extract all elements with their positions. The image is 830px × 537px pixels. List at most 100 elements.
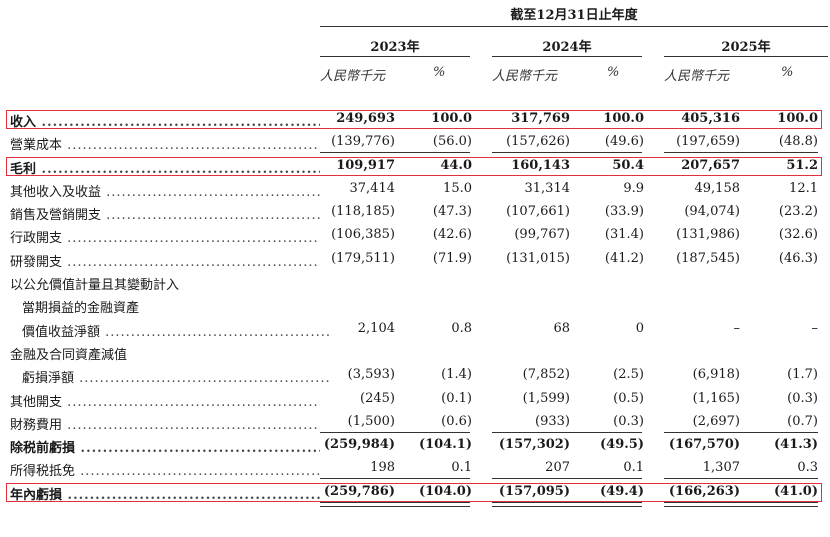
- total-underline: [592, 152, 642, 154]
- table-row: 收入 .....................................…: [0, 108, 830, 131]
- row-value: (32.6): [778, 227, 818, 243]
- row-value: (33.9): [604, 204, 644, 220]
- row-value: (0.3): [787, 390, 818, 406]
- row-label: 除税前虧損 ..................................…: [10, 441, 320, 457]
- row-value: (49.4): [600, 483, 644, 499]
- row-label: 其他收入及收益 ................................…: [10, 184, 320, 200]
- total-underline: [492, 478, 642, 480]
- row-label: 研發開支 ...................................…: [10, 254, 320, 270]
- row-value: (48.8): [778, 134, 818, 150]
- row-value: (1,599): [522, 390, 570, 406]
- row-value: 68: [553, 320, 570, 336]
- row-value: 317,769: [511, 111, 570, 126]
- table-row: 價值收益淨額 .................................…: [0, 318, 830, 341]
- row-value: 37,414: [349, 180, 396, 196]
- row-value: (118,185): [331, 204, 395, 220]
- total-underline: [320, 478, 470, 480]
- row-value: (41.0): [774, 483, 818, 499]
- period-rule: [320, 26, 828, 27]
- table-row: 行政開支 ...................................…: [0, 224, 830, 247]
- row-value: 9.9: [623, 180, 644, 196]
- period-header: 截至12月31日止年度: [510, 8, 638, 23]
- row-value: (0.7): [787, 413, 818, 429]
- row-label: 以公允價值計量且其變動計入: [10, 278, 180, 294]
- row-value: (99,767): [514, 227, 570, 243]
- row-value: 0.1: [623, 460, 644, 476]
- table-row: 金融及合同資產減值: [0, 341, 830, 364]
- row-value: (2,697): [692, 413, 740, 429]
- unit-rmb-2025: 人民幣千元: [664, 69, 730, 84]
- row-label: 其他開支 ...................................…: [10, 394, 320, 410]
- row-value: (157,095): [498, 483, 570, 499]
- row-value: (2.5): [613, 367, 644, 383]
- row-value: (41.2): [604, 250, 644, 266]
- row-value: (179,511): [331, 250, 395, 266]
- year-rule-2024: [492, 56, 642, 57]
- table-row: 虧損淨額 ...................................…: [0, 364, 830, 387]
- row-value: 49,158: [694, 180, 741, 196]
- row-value: (166,263): [668, 483, 740, 499]
- total-underline: [420, 501, 470, 507]
- row-label: 行政開支 ...................................…: [10, 231, 320, 247]
- row-value: (131,986): [676, 227, 740, 243]
- year-2023: 2023年: [370, 40, 420, 55]
- table-row: 所得税抵免 ..................................…: [0, 457, 830, 480]
- unit-rmb-2023: 人民幣千元: [320, 69, 386, 84]
- row-label: 當期損益的金融資產: [22, 301, 140, 317]
- row-label: 營業成本 ...................................…: [10, 138, 320, 154]
- total-underline: [492, 152, 642, 154]
- row-value: 160,143: [511, 157, 570, 173]
- row-value: (933): [535, 413, 570, 429]
- row-value: (47.3): [432, 204, 472, 220]
- row-label: 金融及合同資產減值: [10, 347, 128, 363]
- row-value: (107,661): [506, 204, 570, 220]
- total-underline: [664, 152, 818, 154]
- row-value: 249,693: [336, 111, 395, 126]
- table-row: 財務費用 ...................................…: [0, 411, 830, 434]
- year-2025: 2025年: [721, 40, 771, 55]
- total-underline: [768, 431, 818, 433]
- row-value: (1.4): [441, 367, 472, 383]
- total-underline: [420, 152, 470, 154]
- row-value: (1.7): [787, 367, 818, 383]
- row-value: (104.0): [418, 483, 472, 499]
- row-label: 毛利 .....................................…: [10, 161, 320, 177]
- row-value: –: [733, 320, 741, 336]
- total-underline: [664, 431, 818, 433]
- unit-pct-2024: %: [607, 65, 620, 80]
- total-underline: [320, 501, 470, 507]
- row-value: 44.0: [440, 157, 472, 173]
- table-row: 毛利 .....................................…: [0, 155, 830, 178]
- unit-pct-2023: %: [433, 65, 446, 80]
- row-label: 所得税抵免 ..................................…: [10, 464, 320, 480]
- total-underline: [420, 431, 470, 433]
- row-value: (49.5): [600, 437, 644, 453]
- table-row: 當期損益的金融資產: [0, 294, 830, 317]
- row-value: (157,302): [498, 437, 570, 453]
- total-underline: [768, 152, 818, 154]
- row-value: (0.6): [441, 413, 472, 429]
- row-value: (131,015): [506, 250, 570, 266]
- row-value: (1,165): [692, 390, 740, 406]
- row-value: 198: [370, 460, 395, 476]
- row-value: (6,918): [692, 367, 740, 383]
- row-label: 虧損淨額 ...................................…: [22, 371, 332, 387]
- row-value: (41.3): [774, 437, 818, 453]
- row-value: 15.0: [443, 180, 472, 196]
- row-value: (42.6): [432, 227, 472, 243]
- row-value: (157,626): [506, 134, 570, 150]
- row-value: 1,307: [702, 460, 740, 476]
- row-value: 2,104: [357, 320, 395, 336]
- row-value: (259,786): [323, 483, 395, 499]
- total-underline: [664, 501, 818, 507]
- row-value: (46.3): [778, 250, 818, 266]
- row-value: 100.0: [431, 111, 472, 126]
- row-label: 價值收益淨額 .................................…: [22, 324, 332, 340]
- row-value: (3,593): [347, 367, 395, 383]
- total-underline: [420, 478, 470, 480]
- row-value: 0.8: [451, 320, 472, 336]
- table-row: 營業成本 ...................................…: [0, 131, 830, 154]
- table-row: 其他開支 ...................................…: [0, 388, 830, 411]
- row-value: 109,917: [336, 157, 395, 173]
- row-value: 100.0: [603, 111, 644, 126]
